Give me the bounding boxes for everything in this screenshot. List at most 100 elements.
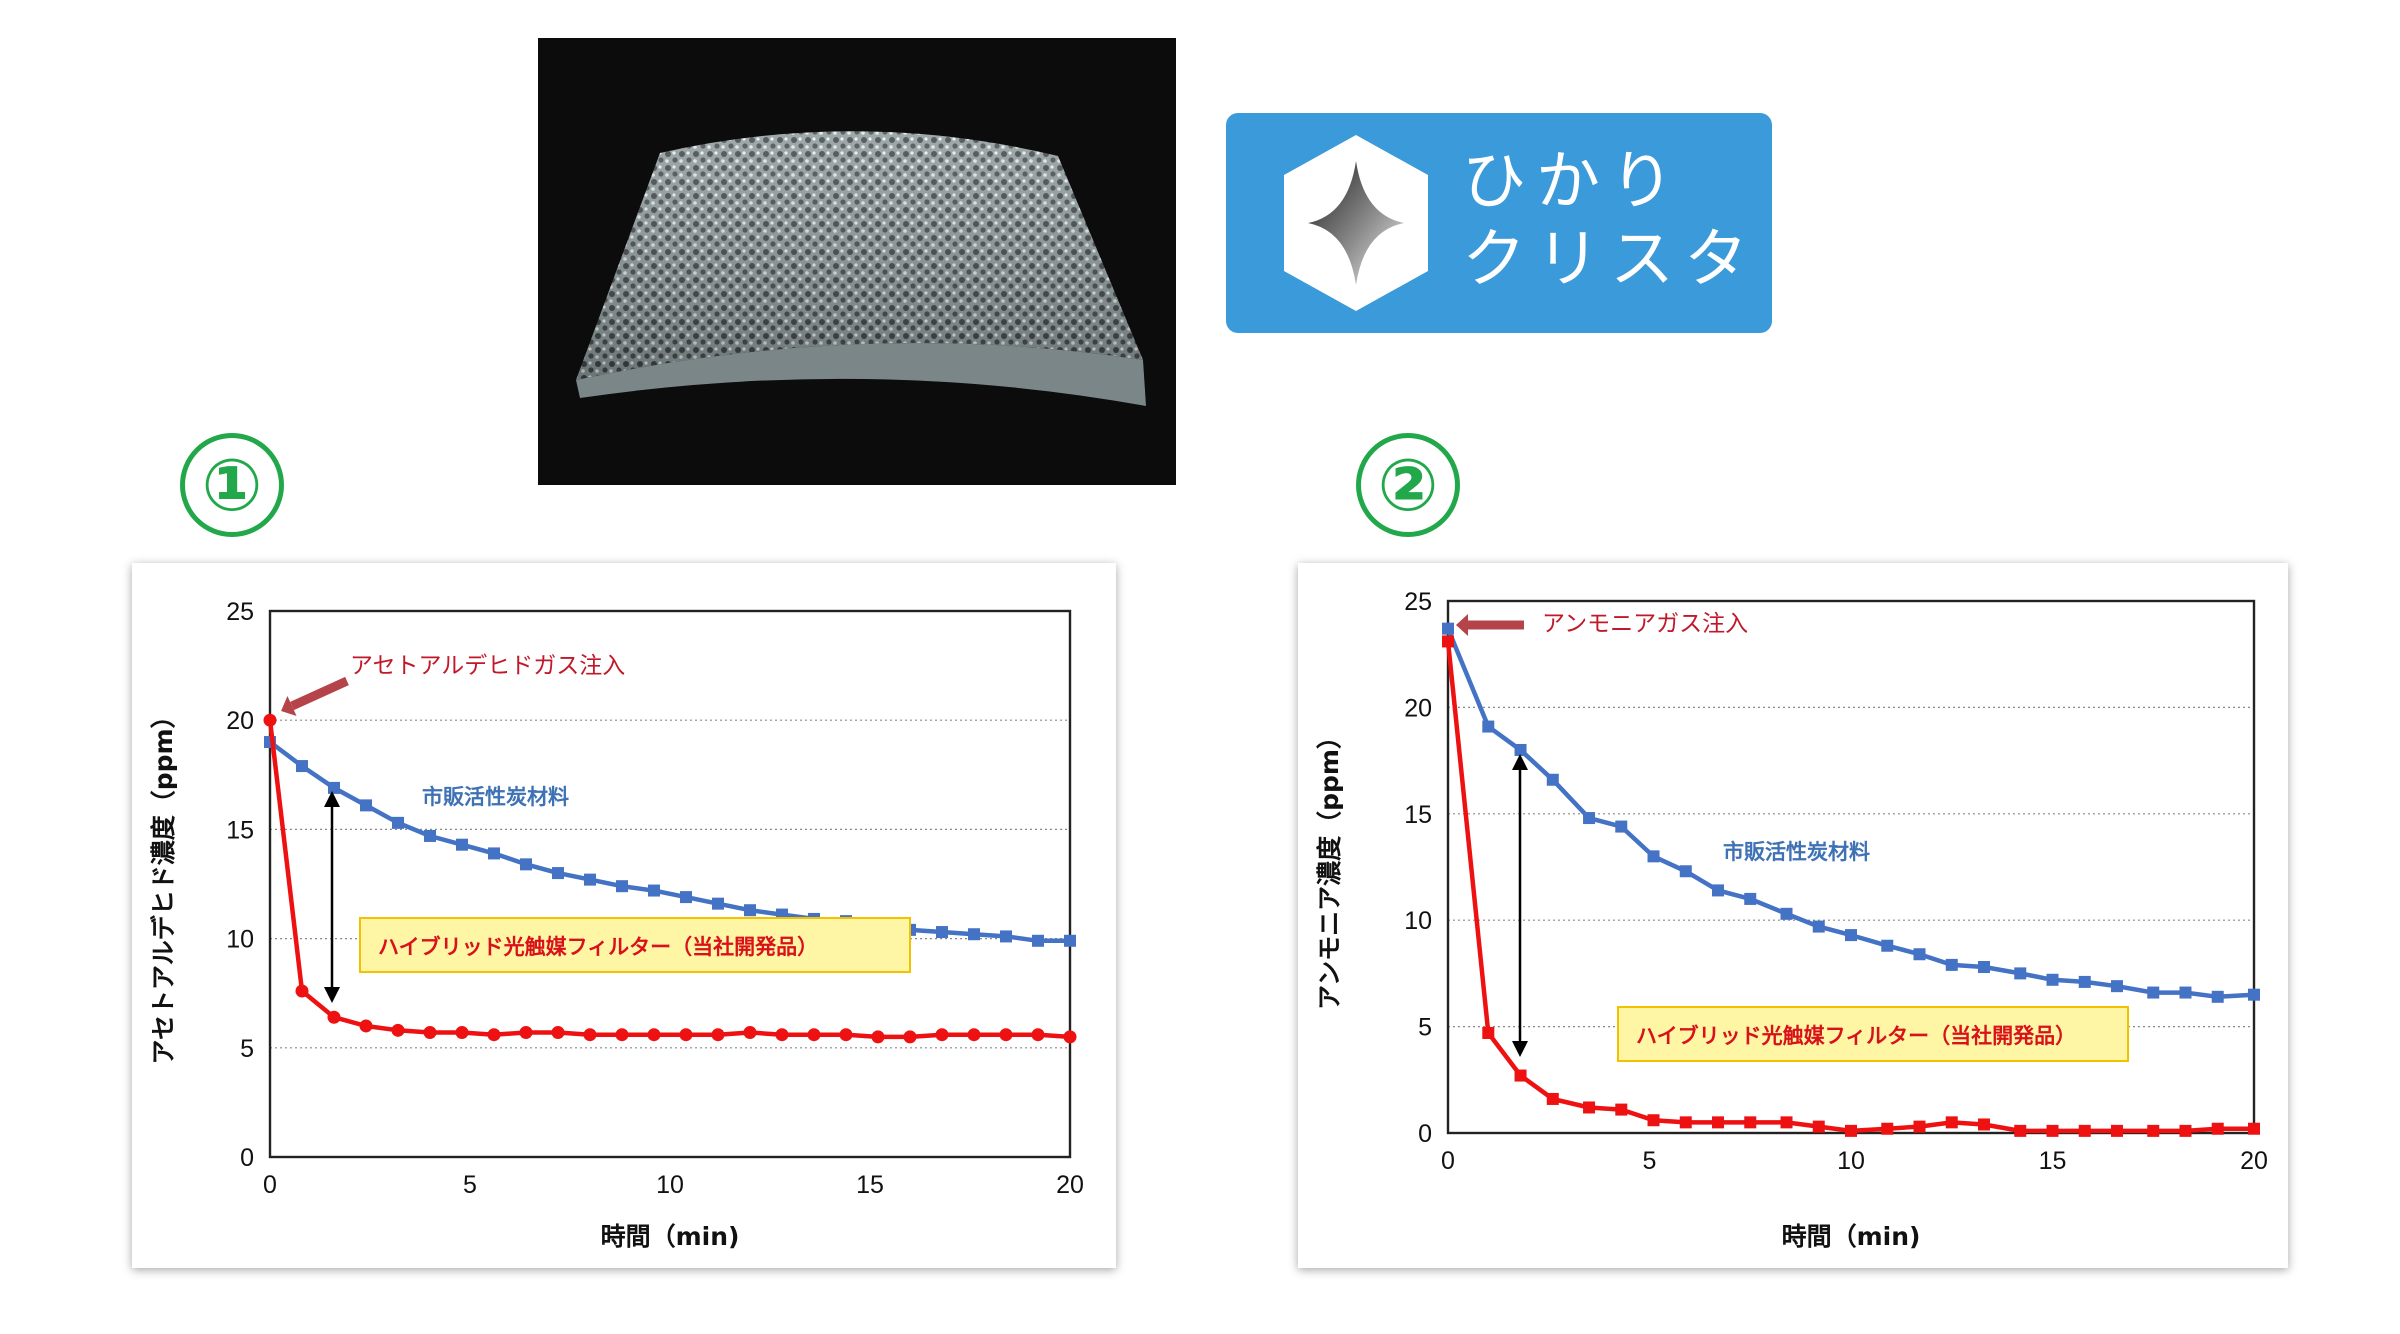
data-point (391, 1023, 405, 1037)
data-point (1514, 1069, 1527, 1082)
data-point (423, 1026, 437, 1040)
marker-one: ① (180, 433, 284, 537)
data-point (1000, 930, 1012, 943)
data-point (616, 880, 628, 893)
data-point (584, 873, 596, 886)
y-tick-label: 5 (240, 1035, 254, 1063)
data-point (1977, 961, 1990, 974)
data-point (712, 897, 724, 910)
data-point (2179, 986, 2192, 999)
y-tick-label: 20 (1404, 694, 1432, 722)
data-point (552, 867, 564, 880)
x-tick-label: 0 (263, 1171, 277, 1199)
data-point (1913, 948, 1926, 961)
data-point (1913, 1120, 1926, 1133)
data-point (1679, 865, 1692, 878)
foam-filter-image (576, 131, 1146, 406)
y-tick-label: 15 (226, 816, 254, 844)
injection-annotation: アンモニアガス注入 (1542, 611, 1748, 637)
data-point (839, 1028, 853, 1042)
data-point (1812, 920, 1825, 933)
data-point (807, 1028, 821, 1042)
data-point (775, 1028, 789, 1042)
data-point (1482, 720, 1495, 733)
data-point (1615, 820, 1628, 833)
logo-wordmark: ひかり クリスタ (1462, 143, 1758, 299)
x-tick-label: 15 (2039, 1147, 2067, 1175)
y-tick-label: 0 (240, 1144, 254, 1172)
data-point (999, 1028, 1013, 1042)
red-series-label-box (359, 917, 911, 973)
data-point (1845, 929, 1857, 942)
data-point (263, 713, 277, 727)
data-point (456, 838, 468, 851)
data-point (2248, 1122, 2260, 1135)
data-point (680, 891, 692, 904)
data-point (1977, 1118, 1990, 1131)
y-tick-label: 10 (226, 926, 254, 954)
data-point (2046, 973, 2059, 986)
data-point (2078, 975, 2091, 988)
data-point (1615, 1103, 1628, 1116)
logo-line-1: ひかり (1462, 145, 1684, 219)
data-point (1482, 1026, 1495, 1039)
data-point (2078, 1124, 2091, 1137)
data-point (359, 1019, 373, 1033)
acetaldehyde-chart: 0 5 10 15 20 25 0 5 10 15 20 時間（min) アセトアルデヒド濃度（ppm）… (149, 598, 1084, 1251)
chart-panel-ammonia: 0 5 10 15 20 25 0 5 10 15 20 時間（min) アンモニア濃度（ppm） アンモ… (1298, 563, 2288, 1268)
x-tick-label: 5 (463, 1171, 477, 1199)
data-point (2014, 1124, 2027, 1137)
series-line (268, 740, 1070, 944)
filter-photo (538, 38, 1176, 485)
data-point (1881, 1122, 1894, 1135)
data-point (615, 1028, 629, 1042)
data-point (1031, 1028, 1045, 1042)
data-point (1712, 1116, 1725, 1129)
hikari-crysta-logo: ひかり クリスタ (1226, 113, 1772, 333)
data-point (1679, 1116, 1692, 1129)
x-axis-title: 時間（min) (1782, 1222, 1921, 1251)
arrow-head-up (324, 791, 340, 807)
data-point (2211, 1122, 2224, 1135)
data-point (1780, 907, 1793, 920)
data-point (551, 1026, 565, 1040)
y-tick-label: 25 (226, 598, 254, 626)
data-point (1945, 1116, 1958, 1129)
data-point (1647, 850, 1660, 863)
data-point (647, 1028, 661, 1042)
x-tick-label: 0 (1441, 1147, 1455, 1175)
injection-arrow (290, 676, 349, 711)
data-point (360, 799, 372, 812)
data-point (1712, 884, 1725, 897)
y-axis-title: アセトアルデヒド濃度（ppm） (149, 703, 178, 1064)
x-tick-label: 5 (1643, 1147, 1657, 1175)
data-point (1064, 934, 1076, 947)
data-point (2110, 1124, 2123, 1137)
data-point (328, 781, 340, 794)
chart-panel-acetaldehyde: 0 5 10 15 20 25 0 5 10 15 20 時間（min) アセトアルデヒド濃度（ppm）… (132, 563, 1116, 1268)
y-tick-label: 5 (1418, 1014, 1432, 1042)
arrow-head-down (324, 987, 340, 1003)
y-tick-label: 0 (1418, 1120, 1432, 1148)
data-point (744, 904, 756, 917)
data-point (711, 1028, 725, 1042)
data-point (1546, 773, 1559, 786)
data-point (1583, 812, 1596, 825)
y-tick-label: 10 (1404, 907, 1432, 935)
data-point (487, 1028, 501, 1042)
data-point (1647, 1114, 1660, 1127)
data-point (2147, 1124, 2160, 1137)
data-point (1514, 743, 1527, 756)
x-tick-label: 10 (1837, 1147, 1865, 1175)
injection-arrow-head (1456, 614, 1468, 636)
data-point (1744, 892, 1757, 905)
data-point (679, 1028, 693, 1042)
red-series-label: ハイブリッド光触媒フィルター（当社開発品） (1636, 1024, 2076, 1048)
data-point (1583, 1101, 1596, 1114)
x-tick-label: 10 (656, 1171, 684, 1199)
data-point (1744, 1116, 1757, 1129)
injection-arrow-head (281, 695, 297, 717)
data-point (967, 1028, 981, 1042)
x-axis-title: 時間（min) (601, 1222, 740, 1251)
data-point (2248, 988, 2260, 1001)
